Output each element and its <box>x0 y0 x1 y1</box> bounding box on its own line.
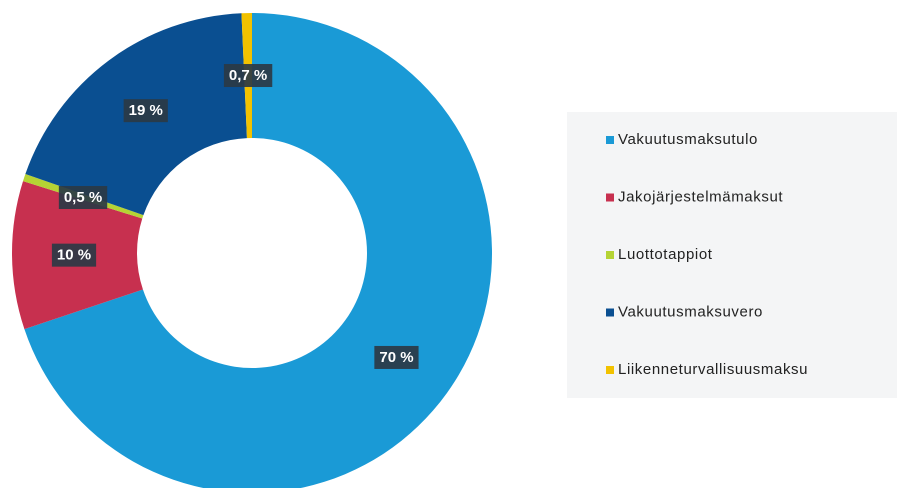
legend-box <box>567 112 897 398</box>
value-label: 70 % <box>379 349 413 366</box>
legend-swatch <box>606 193 614 202</box>
value-label-bg <box>123 99 168 123</box>
legend-swatch <box>606 366 614 374</box>
legend-label: Luottotappiot <box>618 246 713 263</box>
value-label: 10 % <box>57 247 91 264</box>
value-label-bg <box>223 64 273 88</box>
value-label: 0,7 % <box>229 67 267 84</box>
legend-label: Liikenneturvallisuusmaksu <box>618 361 808 378</box>
legend-swatch <box>606 136 614 144</box>
legend-label: Vakuutusmaksutulo <box>618 131 758 148</box>
legend-label: Vakuutusmaksuvero <box>618 303 763 320</box>
legend-label: Jakojärjestelmämaksut <box>618 188 783 205</box>
value-label-bg <box>51 243 97 267</box>
value-label: 0,5 % <box>64 189 102 206</box>
value-label-bg <box>374 345 419 369</box>
legend-swatch <box>606 308 614 317</box>
legend-swatch <box>606 251 614 259</box>
value-label-bg <box>58 186 108 210</box>
donut-slice <box>24 13 492 488</box>
value-label: 19 % <box>129 102 163 119</box>
